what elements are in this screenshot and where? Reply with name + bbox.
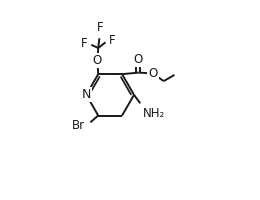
Text: F: F	[96, 21, 103, 34]
Text: O: O	[134, 53, 143, 66]
Text: F: F	[109, 34, 116, 47]
Text: F: F	[81, 37, 87, 50]
Text: O: O	[93, 54, 102, 67]
Text: NH₂: NH₂	[143, 107, 165, 120]
Text: N: N	[82, 88, 91, 101]
Text: O: O	[148, 67, 158, 80]
Text: Br: Br	[72, 119, 86, 132]
